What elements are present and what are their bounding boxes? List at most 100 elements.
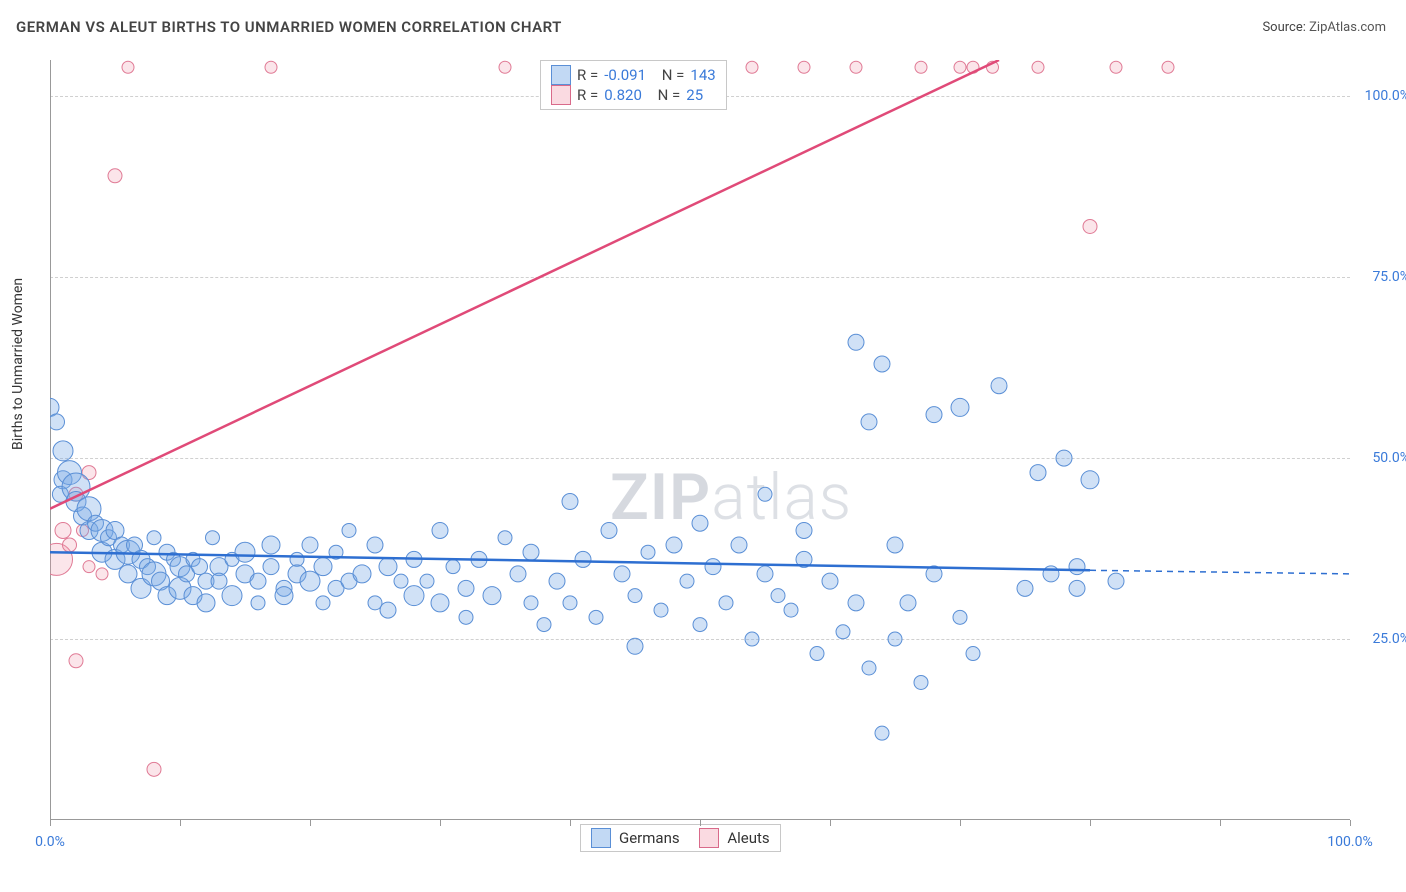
data-point	[746, 61, 758, 73]
x-tick	[570, 820, 571, 826]
data-point	[353, 565, 371, 583]
x-tick	[50, 820, 51, 826]
source-label: Source:	[1262, 20, 1305, 35]
data-point	[432, 522, 448, 538]
data-point	[731, 537, 747, 553]
y-tick-label: 25.0%	[1372, 631, 1406, 647]
data-point	[850, 61, 862, 73]
plot-area: ZIPatlas 25.0%50.0%75.0%100.0% R = -0.09…	[50, 60, 1350, 820]
stats-legend: R = -0.091 N = 143 R = 0.820 N = 25	[540, 60, 727, 110]
data-point	[420, 574, 434, 588]
data-point	[147, 762, 161, 776]
data-point	[914, 675, 928, 689]
data-point	[953, 610, 967, 624]
n-label: N =	[658, 86, 681, 104]
data-point	[822, 573, 838, 589]
data-point	[53, 441, 73, 461]
data-point	[108, 169, 122, 183]
data-point	[888, 632, 902, 646]
data-point	[499, 61, 511, 73]
data-point	[771, 589, 785, 603]
data-point	[302, 537, 318, 553]
data-point	[966, 647, 980, 661]
y-tick-label: 75.0%	[1372, 269, 1406, 285]
data-point	[1108, 573, 1124, 589]
data-point	[1162, 61, 1174, 73]
data-point	[848, 595, 864, 611]
y-tick-label: 50.0%	[1372, 450, 1406, 466]
x-tick	[1090, 820, 1091, 826]
legend-label-aleuts: Aleuts	[727, 829, 769, 847]
data-point	[589, 610, 603, 624]
x-tick-label: 0.0%	[35, 834, 65, 850]
data-point	[693, 618, 707, 632]
stats-row-aleuts: R = 0.820 N = 25	[551, 85, 716, 105]
data-point	[563, 596, 577, 610]
data-point	[251, 596, 265, 610]
source-credit: Source: ZipAtlas.com	[1262, 20, 1386, 35]
data-point	[758, 487, 772, 501]
r-value-germans: -0.091	[604, 66, 646, 84]
data-point	[119, 565, 137, 583]
data-point	[498, 531, 512, 545]
data-point	[1032, 61, 1044, 73]
data-point	[745, 632, 759, 646]
data-point	[69, 654, 83, 668]
stats-row-germans: R = -0.091 N = 143	[551, 65, 716, 85]
data-point	[1110, 61, 1122, 73]
data-point	[235, 542, 255, 562]
data-point	[991, 378, 1007, 394]
data-point	[404, 586, 424, 606]
swatch-blue-icon	[591, 828, 611, 848]
data-point	[1081, 471, 1099, 489]
data-point	[692, 515, 708, 531]
data-point	[810, 647, 824, 661]
data-point	[300, 571, 320, 591]
r-label: R =	[577, 66, 598, 84]
data-point	[206, 531, 220, 545]
scatter-svg	[50, 60, 1350, 820]
data-point	[367, 537, 383, 553]
data-point	[549, 573, 565, 589]
data-point	[446, 560, 460, 574]
data-point	[627, 638, 643, 654]
x-tick	[960, 820, 961, 826]
data-point	[954, 61, 966, 73]
data-point	[614, 566, 630, 582]
data-point	[798, 61, 810, 73]
data-point	[836, 625, 850, 639]
data-point	[459, 610, 473, 624]
data-point	[1017, 580, 1033, 596]
data-point	[654, 603, 668, 617]
data-point	[926, 407, 942, 423]
data-point	[524, 596, 538, 610]
data-point	[887, 537, 903, 553]
data-point	[784, 603, 798, 617]
data-point	[197, 594, 215, 612]
data-point	[55, 522, 71, 538]
data-point	[458, 580, 474, 596]
x-tick-label: 100.0%	[1327, 834, 1372, 850]
data-point	[431, 594, 449, 612]
data-point	[705, 559, 721, 575]
swatch-blue-icon	[551, 65, 571, 85]
data-point	[265, 61, 277, 73]
data-point	[523, 544, 539, 560]
data-point	[1083, 219, 1097, 233]
data-point	[483, 587, 501, 605]
swatch-pink-icon	[699, 828, 719, 848]
data-point	[1056, 450, 1072, 466]
data-point	[1069, 580, 1085, 596]
data-point	[537, 618, 551, 632]
data-point	[719, 596, 733, 610]
data-point	[222, 586, 242, 606]
data-point	[122, 61, 134, 73]
n-value-aleuts: 25	[686, 86, 703, 104]
series-legend: Germans Aleuts	[580, 824, 781, 852]
data-point	[275, 587, 293, 605]
data-point	[562, 494, 578, 510]
data-point	[290, 552, 304, 566]
data-point	[641, 545, 655, 559]
x-tick	[700, 820, 701, 826]
data-point	[861, 414, 877, 430]
